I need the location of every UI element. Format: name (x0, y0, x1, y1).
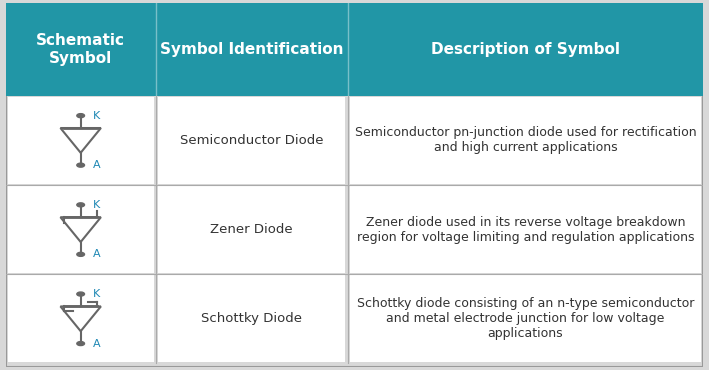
FancyBboxPatch shape (350, 186, 701, 273)
FancyBboxPatch shape (158, 275, 345, 362)
Text: K: K (93, 200, 101, 210)
Text: Schottky Diode: Schottky Diode (201, 312, 302, 325)
Text: A: A (93, 249, 101, 259)
Polygon shape (60, 128, 101, 153)
FancyBboxPatch shape (6, 3, 703, 367)
Circle shape (77, 114, 84, 118)
Text: Zener diode used in its reverse voltage breakdown
region for voltage limiting an: Zener diode used in its reverse voltage … (357, 216, 694, 243)
FancyBboxPatch shape (158, 97, 345, 184)
FancyBboxPatch shape (6, 3, 703, 96)
Text: Zener Diode: Zener Diode (211, 223, 293, 236)
Text: K: K (93, 289, 101, 299)
Text: Semiconductor pn-junction diode used for rectification
and high current applicat: Semiconductor pn-junction diode used for… (354, 127, 696, 154)
Text: Symbol Identification: Symbol Identification (160, 42, 343, 57)
Circle shape (77, 342, 84, 346)
Polygon shape (60, 306, 101, 331)
FancyBboxPatch shape (350, 275, 701, 362)
Polygon shape (60, 217, 101, 242)
Circle shape (77, 163, 84, 167)
FancyBboxPatch shape (8, 186, 154, 273)
FancyBboxPatch shape (8, 97, 154, 184)
Text: Schottky diode consisting of an n-type semiconductor
and metal electrode junctio: Schottky diode consisting of an n-type s… (357, 297, 694, 340)
FancyBboxPatch shape (158, 186, 345, 273)
Text: Semiconductor Diode: Semiconductor Diode (180, 134, 323, 147)
FancyBboxPatch shape (8, 275, 154, 362)
FancyBboxPatch shape (350, 97, 701, 184)
Text: Schematic
Symbol: Schematic Symbol (36, 33, 125, 65)
Circle shape (77, 292, 84, 296)
Circle shape (77, 203, 84, 207)
Text: Description of Symbol: Description of Symbol (431, 42, 620, 57)
Text: A: A (93, 160, 101, 170)
Circle shape (77, 252, 84, 256)
Text: K: K (93, 111, 101, 121)
Text: A: A (93, 339, 101, 349)
